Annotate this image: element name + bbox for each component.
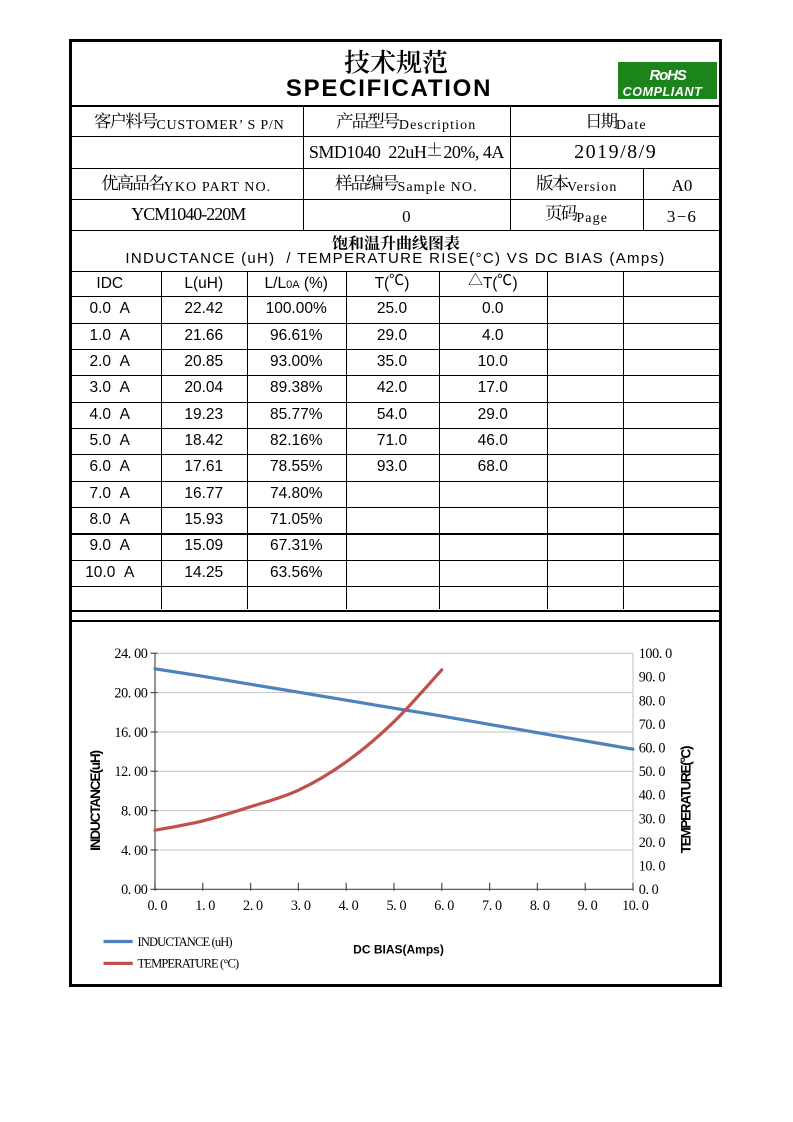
svg-text:8. 0: 8. 0 bbox=[530, 898, 550, 914]
svg-text:INDUCTANCE(uH): INDUCTANCE(uH) bbox=[88, 750, 103, 850]
svg-text:5. 0: 5. 0 bbox=[386, 898, 406, 914]
svg-text:7. 0: 7. 0 bbox=[482, 898, 502, 914]
svg-text:4. 00: 4. 00 bbox=[121, 843, 148, 859]
svg-text:4. 0: 4. 0 bbox=[339, 898, 359, 914]
svg-text:10. 0: 10. 0 bbox=[639, 859, 666, 875]
svg-text:100. 0: 100. 0 bbox=[639, 646, 672, 662]
svg-text:60. 0: 60. 0 bbox=[639, 741, 666, 757]
svg-text:1. 0: 1. 0 bbox=[195, 898, 215, 914]
svg-text:70. 0: 70. 0 bbox=[639, 717, 666, 733]
svg-text:0. 00: 0. 00 bbox=[121, 882, 148, 898]
svg-text:0. 0: 0. 0 bbox=[639, 882, 659, 898]
svg-text:3. 0: 3. 0 bbox=[291, 898, 311, 914]
svg-text:20. 0: 20. 0 bbox=[639, 835, 666, 851]
svg-text:10. 0: 10. 0 bbox=[622, 898, 649, 914]
svg-text:16. 00: 16. 00 bbox=[114, 725, 147, 741]
svg-text:DC BIAS(Amps): DC BIAS(Amps) bbox=[353, 943, 444, 957]
svg-text:INDUCTANCE (uH): INDUCTANCE (uH) bbox=[138, 935, 233, 949]
svg-text:24. 00: 24. 00 bbox=[114, 646, 147, 662]
svg-text:90. 0: 90. 0 bbox=[639, 670, 666, 686]
svg-text:12. 00: 12. 00 bbox=[114, 764, 147, 780]
svg-text:9. 0: 9. 0 bbox=[578, 898, 598, 914]
svg-text:20. 00: 20. 00 bbox=[114, 685, 147, 701]
svg-text:TEMPERATURE (°C): TEMPERATURE (°C) bbox=[138, 957, 239, 971]
svg-text:TEMPERATURE(°C): TEMPERATURE(°C) bbox=[679, 746, 694, 853]
svg-text:50. 0: 50. 0 bbox=[639, 764, 666, 780]
svg-text:0. 0: 0. 0 bbox=[147, 898, 167, 914]
svg-text:6. 0: 6. 0 bbox=[434, 898, 454, 914]
svg-text:2. 0: 2. 0 bbox=[243, 898, 263, 914]
svg-text:40. 0: 40. 0 bbox=[639, 788, 666, 804]
svg-text:8. 00: 8. 00 bbox=[121, 803, 148, 819]
svg-text:80. 0: 80. 0 bbox=[639, 693, 666, 709]
svg-text:30. 0: 30. 0 bbox=[639, 811, 666, 827]
